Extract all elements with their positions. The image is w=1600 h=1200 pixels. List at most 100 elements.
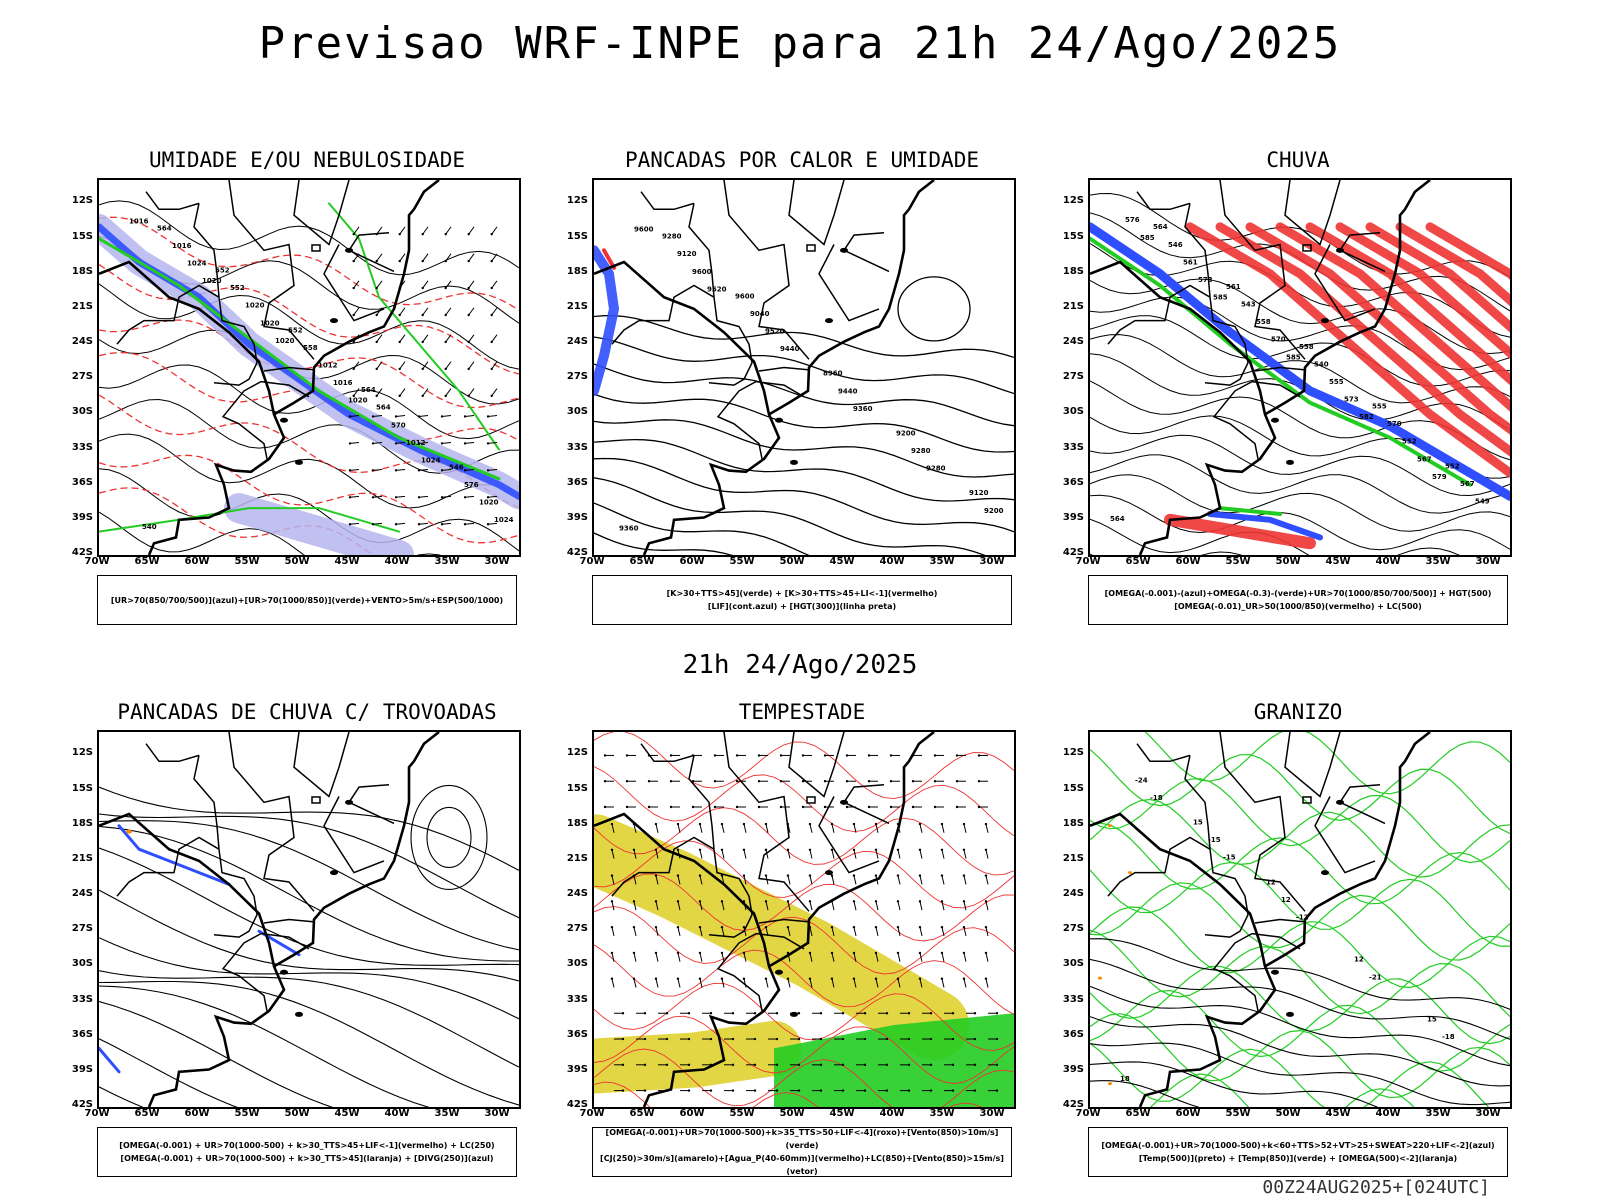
panel-title-umidade-e-ou-nebulosidade: UMIDADE E/OU NEBULOSIDADE — [148, 148, 466, 172]
contour-label: 573 — [1198, 276, 1213, 284]
lon-tick-label: 65W — [1125, 1108, 1151, 1119]
lon-tick-label: 30W — [979, 1108, 1005, 1119]
lat-tick-label: 42S — [71, 1099, 93, 1110]
lon-tick-label: 35W — [929, 1108, 955, 1119]
map-canvas — [99, 732, 519, 1107]
latitude-labels: 12S 15S 18S 21S 24S 27S 30S 33S 36S 39S 42S — [63, 730, 93, 1110]
contour-label: 8960 — [823, 370, 843, 378]
legend-line: [K>30+TTS>45](verde) + [K>30+TTS>45+LI<-… — [666, 589, 938, 598]
lat-tick-label: 21S — [1062, 300, 1084, 312]
map-panel-pancadas-por-calor-e-umidade: 9600 9520 9440 9360 9280 9360 9600 9520 9440 9280… — [592, 178, 1016, 557]
contour-label: 552 — [215, 267, 230, 275]
longitude-labels: 70W 65W 60W 55W 50W 45W 40W 35W 30W — [1076, 1108, 1508, 1122]
lon-tick-label: 70W — [84, 1108, 110, 1119]
contour-label: 9200 — [896, 429, 916, 437]
longitude-labels: 70W 65W 60W 55W 50W 45W 40W 35W 30W — [580, 556, 1012, 570]
lon-tick-label: 40W — [879, 556, 905, 567]
lat-tick-label: 18S — [566, 265, 588, 277]
contour-label: 552 — [230, 284, 245, 292]
contour-label: -12 — [1296, 914, 1309, 922]
panel-title-pancadas-de-chuva-c-trovoadas: PANCADAS DE CHUVA C/ TROVOADAS — [117, 700, 497, 724]
contour-label: 1020 — [275, 337, 295, 345]
lat-tick-label: 39S — [71, 511, 93, 523]
lon-tick-label: 70W — [579, 1108, 605, 1119]
lon-tick-label: 55W — [729, 556, 755, 567]
legend-line: [OMEGA(-0.001) + UR>70(1000-500) + k>30_… — [120, 1154, 494, 1163]
lat-tick-label: 24S — [71, 888, 93, 900]
panel-title-pancadas-por-calor-e-umidade: PANCADAS POR CALOR E UMIDADE — [624, 148, 979, 172]
lat-tick-label: 15S — [71, 782, 93, 794]
legend-line: [OMEGA(-0.01)_UR>50(1000/850)(vermelho) … — [1174, 602, 1422, 611]
contour-label: 9600 — [634, 226, 654, 234]
panel-legend-pancadas-por-calor-e-umidade: [K>30+TTS>45](verde) + [K>30+TTS>45+LI<-… — [592, 575, 1012, 625]
lat-tick-label: 24S — [566, 888, 588, 900]
contour-label: 12 — [1354, 956, 1364, 964]
lat-tick-label: 30S — [566, 406, 588, 418]
lat-tick-label: 12S — [1062, 195, 1084, 207]
map-canvas: 585 585 585 582 579 576 573 570 573 567 564 561 558 5… — [1090, 180, 1510, 555]
lat-tick-label: 36S — [1062, 1028, 1084, 1040]
lon-tick-label: 60W — [1175, 1108, 1201, 1119]
contour-label: 543 — [1241, 301, 1256, 309]
panel-legend-granizo: [OMEGA(-0.001)+UR>70(1000-500)+k<60+TTS>… — [1088, 1127, 1508, 1177]
latitude-labels: 12S 15S 18S 21S 24S 27S 30S 33S 36S 39S 42S — [558, 178, 588, 558]
valid-time-subtitle: 21h 24/Ago/2025 — [682, 650, 918, 680]
lon-tick-label: 55W — [234, 556, 260, 567]
contour-label: 18 — [1120, 1075, 1130, 1083]
lat-tick-label: 27S — [1062, 923, 1084, 935]
lat-tick-label: 36S — [566, 1028, 588, 1040]
contour-label: 9600 — [735, 292, 755, 300]
panel-legend-tempestade: [OMEGA(-0.001)+UR>70(1000-500)+k>35_TTS>… — [592, 1127, 1012, 1177]
lat-tick-label: 42S — [1062, 547, 1084, 558]
contour-label: 582 — [1359, 413, 1374, 421]
lat-tick-label: 27S — [566, 923, 588, 935]
lat-tick-label: 39S — [1062, 1063, 1084, 1075]
lat-tick-label: 24S — [566, 336, 588, 348]
lat-tick-label: 21S — [566, 852, 588, 864]
lat-tick-label: 12S — [1062, 747, 1084, 759]
contour-label: 570 — [391, 421, 406, 429]
contour-label: 1020 — [245, 302, 265, 310]
lat-tick-label: 27S — [71, 923, 93, 935]
lon-tick-label: 70W — [84, 556, 110, 567]
contour-label: 561 — [1183, 258, 1198, 266]
latitude-labels: 12S 15S 18S 21S 24S 27S 30S 33S 36S 39S 42S — [63, 178, 93, 558]
map-panel-umidade-e-ou-nebulosidade: 1016 1020 1020 1020 1024 1024 1024 1020 1016 1012… — [97, 178, 521, 557]
lat-tick-label: 33S — [71, 441, 93, 453]
contour-label: -15 — [1208, 836, 1221, 844]
contour-label: -18 — [1150, 794, 1163, 802]
legend-line: [OMEGA(-0.001)+UR>70(1000-500)+k>35_TTS>… — [605, 1128, 999, 1150]
lon-tick-label: 60W — [679, 1108, 705, 1119]
legend-line: [Temp(500)](preto) + [Temp(850)](verde) … — [1138, 1154, 1458, 1163]
lon-tick-label: 40W — [384, 1108, 410, 1119]
lat-tick-label: 21S — [566, 300, 588, 312]
lon-tick-label: 60W — [184, 1108, 210, 1119]
lon-tick-label: 35W — [929, 556, 955, 567]
lon-tick-label: 65W — [629, 1108, 655, 1119]
lon-tick-label: 50W — [1275, 1108, 1301, 1119]
lon-tick-label: 40W — [879, 1108, 905, 1119]
lat-tick-label: 36S — [566, 476, 588, 488]
map-panel-pancadas-de-chuva-c-trovoadas — [97, 730, 521, 1109]
lon-tick-label: 40W — [384, 556, 410, 567]
lat-tick-label: 15S — [1062, 230, 1084, 242]
contour-label: 585 — [1286, 353, 1301, 361]
lat-tick-label: 21S — [71, 300, 93, 312]
lat-tick-label: 27S — [566, 371, 588, 383]
map-canvas — [594, 732, 1014, 1107]
contour-label: 15 — [1193, 819, 1203, 827]
contour-label: 1020 — [260, 319, 280, 327]
contour-label: 555 — [1372, 403, 1387, 411]
contour-label: 9040 — [750, 310, 770, 318]
contour-label: 9360 — [619, 524, 639, 532]
contour-label: 15 — [1427, 1015, 1437, 1023]
lat-tick-label: 12S — [71, 747, 93, 759]
lat-tick-label: 42S — [71, 547, 93, 558]
lat-tick-label: 39S — [566, 1063, 588, 1075]
contour-label: 1024 — [421, 456, 441, 464]
contour-label: 564 — [1110, 515, 1125, 523]
contour-label: 552 — [1402, 438, 1417, 446]
contour-label: 585 — [1213, 294, 1228, 302]
contour-label: 9120 — [969, 489, 989, 497]
contour-label: 12 — [1281, 896, 1291, 904]
